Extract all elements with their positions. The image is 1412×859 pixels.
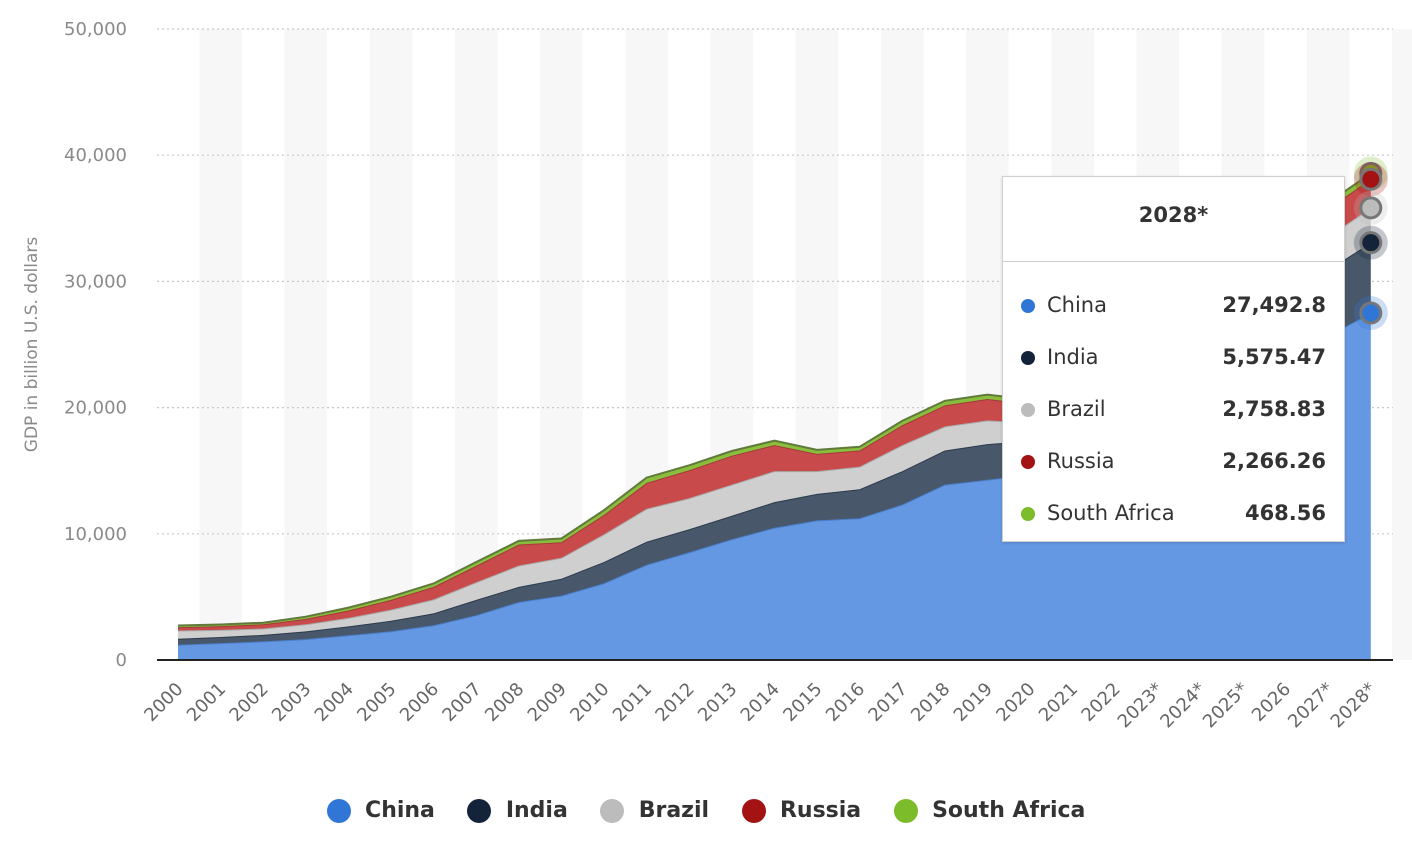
- area-china: [178, 313, 1371, 660]
- tooltip-row-south-africa: South Africa 468.56: [1021, 499, 1326, 529]
- russia-legend-dot-icon: [741, 798, 766, 823]
- column-band: [284, 29, 328, 660]
- legend-label: Brazil: [638, 798, 710, 823]
- chart-legend: China India Brazil Russia South Africa: [0, 798, 1412, 838]
- tooltip-title: 2028*: [1138, 203, 1209, 227]
- south-africa-legend-dot-icon: [893, 798, 918, 823]
- china-legend-dot-icon: [326, 798, 351, 823]
- x-tick-label: 2019: [950, 679, 997, 726]
- brazil-dot-icon: [1021, 403, 1035, 417]
- y-tick-label: 50,000: [64, 19, 127, 40]
- x-tick-label: 2018: [907, 679, 954, 726]
- x-tick-label: 2016: [822, 679, 869, 726]
- y-tick-label: 10,000: [64, 524, 127, 545]
- x-tick-label: 2014: [737, 679, 784, 726]
- x-tick-label: 2008: [481, 679, 528, 726]
- x-tick-label: 2020: [992, 679, 1039, 726]
- y-tick-label: 0: [116, 650, 127, 671]
- tooltip-row-brazil: Brazil 2,758.83: [1021, 395, 1326, 425]
- x-tick-label: 2003: [268, 679, 315, 726]
- x-tick-label: 2001: [183, 679, 230, 726]
- legend-item-brazil[interactable]: Brazil: [600, 798, 709, 823]
- x-tick-label: 2028*: [1327, 679, 1381, 733]
- india-legend-dot-icon: [467, 798, 492, 823]
- x-tick-label: 2025*: [1199, 679, 1253, 733]
- x-tick-label: 2015: [779, 679, 826, 726]
- marker-india: [1359, 231, 1383, 255]
- tooltip-series-value: 2,266.26: [1222, 449, 1326, 473]
- marker-brazil: [1359, 196, 1383, 220]
- legend-label: South Africa: [932, 798, 1086, 823]
- x-tick-label: 2021: [1035, 679, 1082, 726]
- x-tick-label: 2023*: [1114, 679, 1168, 733]
- india-dot-icon: [1021, 351, 1035, 365]
- y-axis-label: GDP in billion U.S. dollars: [22, 237, 42, 453]
- tooltip-series-name: China: [1047, 293, 1107, 317]
- legend-item-russia[interactable]: Russia: [741, 798, 862, 823]
- legend-label: China: [365, 798, 435, 823]
- tooltip-series-value: 5,575.47: [1222, 345, 1326, 369]
- area-chart: 0 10,000 20,000 30,000 40,000 50,000 GDP in bi…: [22, 19, 1412, 733]
- tooltip-series-value: 27,492.8: [1222, 293, 1326, 317]
- tooltip-row-russia: Russia 2,266.26: [1021, 447, 1326, 477]
- brazil-legend-dot-icon: [600, 798, 625, 823]
- south-africa-dot-icon: [1021, 507, 1035, 521]
- marker-russia: [1359, 167, 1383, 191]
- tooltip-series-name: South Africa: [1047, 501, 1175, 525]
- tooltip-series-value: 468.56: [1244, 501, 1326, 525]
- marker-china: [1359, 301, 1383, 325]
- x-tick-label: 2000: [140, 679, 187, 726]
- legend-label: Russia: [779, 798, 862, 823]
- x-tick-label: 2002: [225, 679, 272, 726]
- x-tick-label: 2004: [311, 679, 358, 726]
- y-tick-label: 20,000: [64, 398, 127, 419]
- x-tick-label: 2017: [864, 679, 911, 726]
- x-tick-label: 2005: [353, 679, 400, 726]
- column-band: [1392, 29, 1412, 660]
- x-tick-label: 2009: [524, 679, 571, 726]
- x-tick-label: 2024*: [1156, 679, 1210, 733]
- tooltip-series-name: Brazil: [1047, 397, 1106, 421]
- legend-item-india[interactable]: India: [467, 798, 568, 823]
- tooltip-series-name: Russia: [1047, 449, 1115, 473]
- tooltip-divider: [1003, 261, 1344, 262]
- x-tick-label: 2010: [566, 679, 613, 726]
- data-tooltip: 2028* China 27,492.8 India 5,575.47 Braz…: [1002, 176, 1345, 542]
- x-tick-label: 2027*: [1284, 679, 1338, 733]
- x-tick-label: 2011: [609, 679, 656, 726]
- tooltip-series-name: India: [1047, 345, 1099, 369]
- legend-item-south-africa[interactable]: South Africa: [893, 798, 1086, 823]
- russia-dot-icon: [1021, 455, 1035, 469]
- tooltip-series-value: 2,758.83: [1222, 397, 1326, 421]
- x-tick-label: 2007: [438, 679, 485, 726]
- x-tick-label: 2006: [396, 679, 443, 726]
- china-dot-icon: [1021, 299, 1035, 313]
- y-tick-label: 40,000: [64, 145, 127, 166]
- column-band: [369, 29, 413, 660]
- tooltip-row-china: China 27,492.8: [1021, 291, 1326, 321]
- tooltip-row-india: India 5,575.47: [1021, 343, 1326, 373]
- x-tick-label: 2013: [694, 679, 741, 726]
- x-tick-label: 2012: [651, 679, 698, 726]
- legend-label: India: [505, 798, 568, 823]
- column-band: [199, 29, 242, 660]
- y-tick-label: 30,000: [64, 271, 127, 292]
- legend-item-china[interactable]: China: [326, 798, 435, 823]
